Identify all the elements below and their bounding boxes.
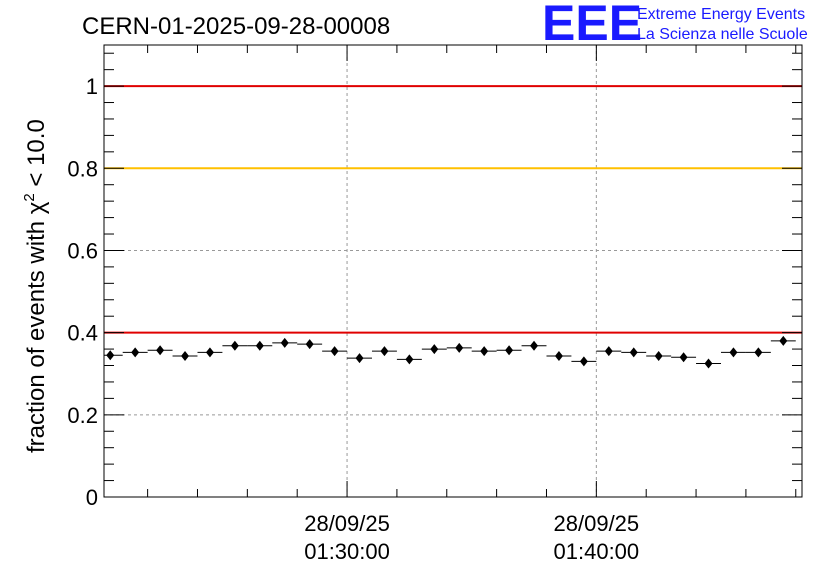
data-point — [471, 346, 497, 357]
y-tick-label: 1 — [86, 74, 98, 99]
data-point — [421, 344, 447, 355]
y-axis-title-main: fraction of events with χ — [23, 201, 50, 453]
point-marker — [729, 347, 738, 358]
point-marker — [754, 347, 763, 358]
y-tick-label: 0.6 — [67, 238, 98, 263]
logo-line-1: Extreme Energy Events — [637, 6, 805, 23]
point-marker — [480, 346, 489, 357]
y-tick-label: 0.2 — [67, 403, 98, 428]
point-marker — [181, 351, 190, 362]
data-point — [446, 342, 472, 353]
point-marker — [579, 356, 588, 367]
data-point — [596, 346, 622, 357]
data-point — [322, 346, 348, 357]
data-point — [147, 345, 173, 356]
data-point — [172, 351, 198, 362]
y-tick-label: 0.8 — [67, 156, 98, 181]
data-point — [197, 347, 223, 358]
data-point — [222, 340, 248, 351]
data-point — [770, 335, 796, 346]
chart-title: CERN-01-2025-09-28-00008 — [82, 13, 390, 40]
point-marker — [629, 347, 638, 358]
data-point — [347, 353, 372, 364]
point-marker — [505, 345, 514, 356]
data-point — [496, 345, 522, 356]
data-point — [272, 337, 298, 348]
data-point — [122, 347, 148, 358]
y-axis-title-sup: 2 — [21, 193, 38, 201]
data-point — [621, 347, 647, 358]
data-point — [571, 356, 597, 367]
x-tick-label-date: 28/09/25 — [304, 511, 390, 536]
grid — [104, 45, 802, 497]
eee-logo: EEE Extreme Energy Events La Scienza nel… — [542, 0, 808, 51]
data-point — [247, 340, 273, 351]
point-marker — [554, 351, 563, 362]
point-marker — [779, 335, 788, 346]
point-marker — [305, 339, 314, 350]
data-point — [546, 351, 572, 362]
data-point — [696, 358, 721, 369]
y-axis: 0 0.2 0.4 0.6 0.8 1 — [67, 52, 802, 510]
data-point — [104, 350, 123, 361]
data-points — [104, 335, 796, 369]
logo-letters: EEE — [542, 0, 642, 51]
point-marker — [679, 352, 688, 363]
point-marker — [380, 346, 389, 357]
point-marker — [604, 346, 613, 357]
data-point — [720, 347, 746, 358]
x-tick-label-time: 01:30:00 — [304, 539, 390, 564]
point-marker — [131, 347, 140, 358]
y-tick-label: 0 — [86, 485, 98, 510]
point-marker — [405, 354, 414, 365]
data-point — [371, 346, 397, 357]
data-point — [396, 354, 422, 365]
data-point — [297, 339, 323, 350]
y-axis-title: fraction of events with χ2 < 10.0 — [21, 119, 50, 453]
point-marker — [330, 346, 339, 357]
point-marker — [205, 347, 214, 358]
point-marker — [704, 358, 713, 369]
point-marker — [654, 351, 663, 362]
point-marker — [530, 340, 539, 351]
reference-lines — [104, 85, 802, 334]
point-marker — [455, 342, 464, 353]
y-tick-label: 0.4 — [67, 321, 98, 346]
data-point — [646, 351, 672, 362]
point-marker — [355, 353, 364, 364]
data-point — [671, 352, 697, 363]
point-marker — [280, 337, 289, 348]
point-marker — [430, 344, 439, 355]
point-marker — [255, 340, 264, 351]
x-tick-label-time: 01:40:00 — [554, 539, 640, 564]
x-tick-label-date: 28/09/25 — [554, 511, 640, 536]
point-marker — [106, 350, 115, 361]
plot-frame — [103, 44, 803, 498]
y-axis-title-tail: < 10.0 — [23, 119, 50, 193]
point-marker — [156, 345, 165, 356]
data-point — [521, 340, 547, 351]
point-marker — [230, 340, 239, 351]
data-point — [745, 347, 771, 358]
logo-line-2: La Scienza nelle Scuole — [637, 26, 808, 43]
x-axis: 28/09/25 01:30:00 28/09/25 01:40:00 — [147, 45, 797, 564]
